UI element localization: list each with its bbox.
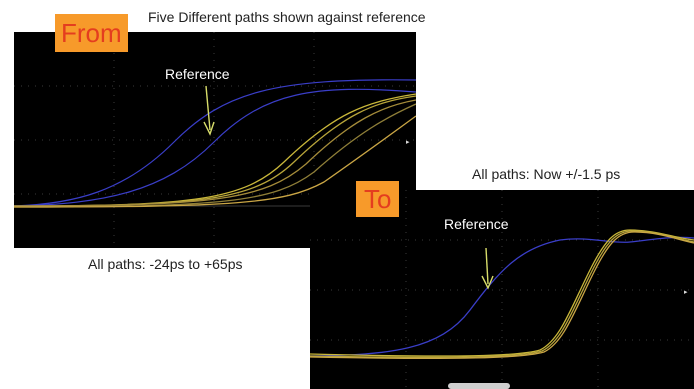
- reference-arrow: [485, 247, 489, 285]
- reference-trace-1: [14, 79, 416, 207]
- reference-label: Reference: [444, 216, 509, 232]
- path-trace-3: [310, 231, 694, 360]
- path-trace-1: [310, 229, 694, 357]
- trigger-marker: ▸: [406, 139, 410, 146]
- reference-trace-2: [14, 88, 416, 207]
- reference-arrow-head: [203, 121, 215, 136]
- trigger-marker: ▸: [684, 289, 688, 296]
- scope-after-traces: [310, 190, 694, 389]
- caption-before: All paths: -24ps to +65ps: [88, 256, 243, 272]
- reference-arrow: [205, 85, 211, 131]
- scope-before-traces: [14, 32, 416, 248]
- caption-after: All paths: Now +/-1.5 ps: [472, 166, 621, 182]
- from-badge: From: [55, 14, 128, 52]
- reference-trace: [310, 236, 694, 357]
- path-trace-2: [310, 230, 694, 359]
- path-trace-5: [14, 115, 416, 208]
- to-badge: To: [356, 181, 400, 217]
- path-trace-3: [14, 99, 416, 207]
- scope-status-badge: [448, 383, 510, 389]
- reference-label: Reference: [165, 66, 230, 82]
- page-title: Five Different paths shown against refer…: [148, 9, 426, 25]
- scope-after: Reference ▸: [310, 190, 694, 389]
- scope-before: Reference ▸: [14, 32, 416, 248]
- reference-arrow-head: [481, 275, 494, 290]
